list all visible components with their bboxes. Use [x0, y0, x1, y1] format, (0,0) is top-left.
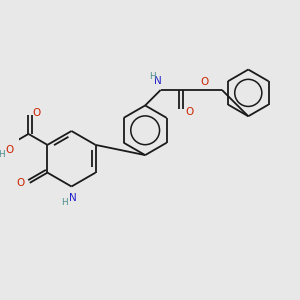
Text: O: O — [186, 107, 194, 118]
Text: O: O — [200, 77, 208, 87]
Text: N: N — [154, 76, 162, 86]
Text: O: O — [32, 109, 41, 118]
Text: H: H — [61, 198, 68, 207]
Text: O: O — [5, 145, 13, 155]
Text: H: H — [149, 72, 156, 81]
Text: H: H — [0, 150, 4, 159]
Text: N: N — [69, 193, 77, 202]
Text: O: O — [17, 178, 25, 188]
